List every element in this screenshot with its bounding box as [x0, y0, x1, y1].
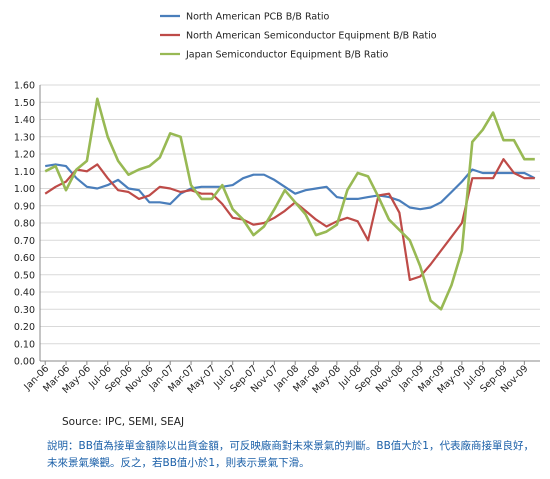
- y-tick-label: 1.10: [14, 167, 35, 178]
- pcb-series-line: [45, 163, 536, 211]
- source-note: Source: IPC, SEMI, SEAJ: [62, 416, 185, 428]
- y-tick-label: 0.40: [14, 288, 35, 299]
- y-tick-label: 1.60: [14, 81, 35, 92]
- y-tick-label: 1.00: [14, 184, 35, 195]
- legend-item-semi-na-label: North American Semiconductor Equipment B…: [186, 31, 437, 42]
- y-axis: 0.00 0.10 0.20 0.30 0.40 0.50 0.60 0.70 0.80 0.90…: [14, 81, 41, 368]
- legend-item-semi-japan-label: Japan Semiconductor Equipment B/B Ratio: [185, 50, 388, 61]
- y-tick-label: 1.50: [14, 98, 35, 109]
- y-tick-label: 0.50: [14, 270, 35, 281]
- y-tick-label: 0.90: [14, 201, 35, 212]
- y-tick-label: 0.10: [14, 339, 35, 350]
- semi-na-series-line: [44, 158, 535, 281]
- explanation-note: 說明：BB值為接單金額除以出貨金額，可反映廠商對未來景氣的判斷。BB值大於1，代…: [47, 440, 534, 469]
- y-tick-label: 0.70: [14, 236, 35, 247]
- y-tick-label: 1.40: [14, 115, 35, 126]
- legend: North American PCB B/B Ratio North Americ…: [160, 12, 437, 61]
- y-tick-label: 0.20: [14, 322, 35, 333]
- y-tick-label: 0.80: [14, 219, 35, 230]
- x-axis: Jan-06Mar-06May-06Jul-06Sep-06Nov-06Jan-…: [22, 360, 540, 396]
- y-tick-label: 1.20: [14, 150, 35, 161]
- y-tick-label: 0.60: [14, 253, 35, 264]
- semi-japan-series-line: [44, 97, 535, 311]
- y-tick-label: 0.30: [14, 305, 35, 316]
- legend-item-pcb-label: North American PCB B/B Ratio: [186, 12, 330, 23]
- y-tick-label: 1.30: [14, 132, 35, 143]
- y-tick-label: 0.00: [14, 357, 35, 368]
- plot-area: [44, 97, 536, 311]
